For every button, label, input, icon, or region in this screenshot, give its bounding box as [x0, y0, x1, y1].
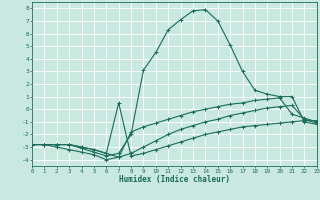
X-axis label: Humidex (Indice chaleur): Humidex (Indice chaleur): [119, 175, 230, 184]
